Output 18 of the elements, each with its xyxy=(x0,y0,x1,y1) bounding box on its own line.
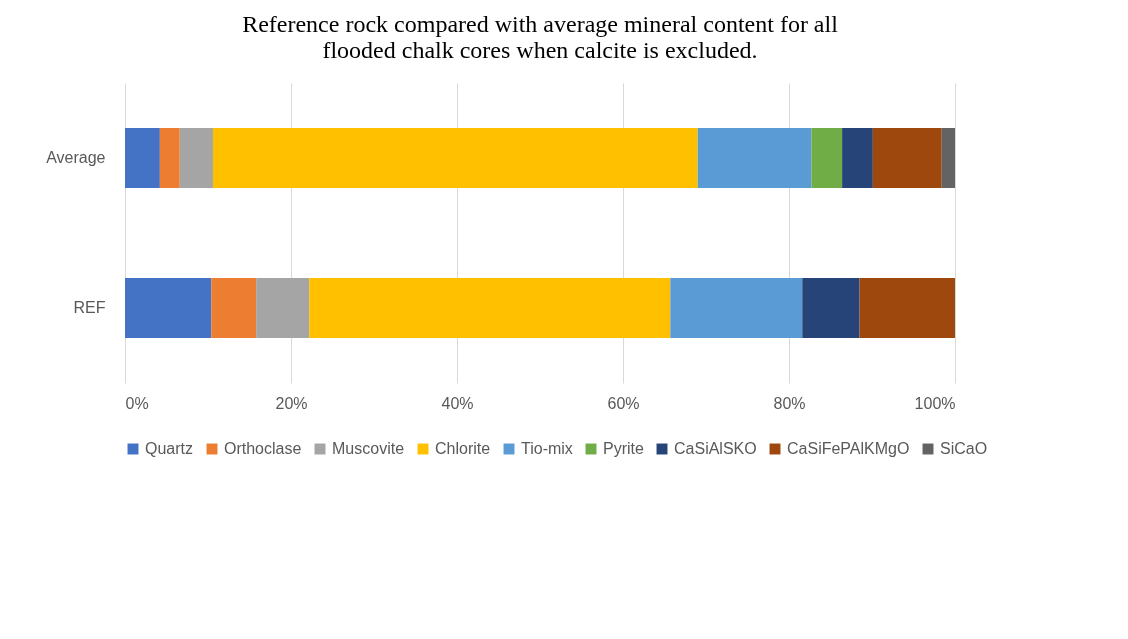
chart-title: Reference rock compared with average mineral content for all flooded chalk cores when calcite is excluded. xyxy=(242,11,839,63)
x-tick-label: 100% xyxy=(914,394,956,412)
x-tick-label: 60% xyxy=(607,394,640,412)
y-tick-label: REF xyxy=(73,299,106,316)
legend-label: SiCaO xyxy=(940,440,988,457)
legend-label: Chlorite xyxy=(435,440,491,457)
x-tick-label: 0% xyxy=(125,394,149,412)
x-tick-label: 80% xyxy=(773,394,806,412)
legend-label: CaSiAlSKO xyxy=(674,440,757,457)
y-tick-label: Average xyxy=(46,149,106,166)
legend-label: Muscovite xyxy=(332,440,405,457)
legend-label: Orthoclase xyxy=(224,440,302,457)
legend-label: CaSiFePAlKMgO xyxy=(787,440,910,457)
x-tick-label: 20% xyxy=(275,394,308,412)
legend-label: Pyrite xyxy=(603,440,644,457)
legend-label: Tio-mix xyxy=(521,440,573,457)
x-tick-label: 40% xyxy=(441,394,474,412)
legend-label: Quartz xyxy=(145,440,194,457)
